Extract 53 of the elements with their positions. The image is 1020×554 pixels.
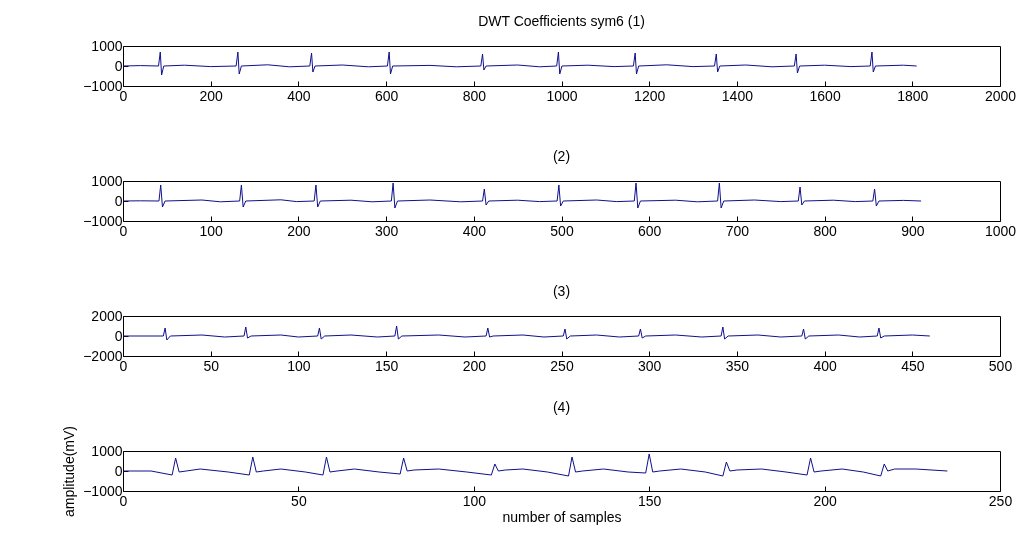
x-tick-label: 200 [462, 357, 487, 374]
x-tick-label: 700 [725, 222, 750, 239]
x-tick-label: 50 [203, 357, 220, 374]
x-tick-label: 400 [813, 357, 837, 374]
x-tick-label: 500 [988, 357, 1013, 374]
x-tick-label: 200 [199, 87, 224, 104]
x-tick-label: 100 [287, 357, 311, 374]
x-tick-label: 150 [638, 492, 662, 509]
y-tick-label: 1000 [91, 37, 123, 54]
line-series [122, 325, 931, 341]
x-tick-label: 800 [813, 222, 837, 239]
chart-title: (2) [552, 148, 571, 164]
x-tick-label: 2000 [984, 87, 1017, 104]
y-tick-label: 2000 [91, 307, 123, 324]
y-tick-label: 0 [114, 327, 123, 344]
y-tick-label: 0 [114, 462, 123, 479]
line-series [122, 51, 918, 76]
x-tick-label: 300 [638, 357, 662, 374]
x-tick-label: 1800 [897, 87, 929, 104]
x-tick-label: 200 [813, 492, 837, 509]
x-tick-label: 400 [287, 87, 311, 104]
line-series [122, 453, 948, 477]
x-tick-label: 1000 [546, 87, 578, 104]
x-tick-label: 250 [988, 492, 1013, 509]
x-tick-label: 300 [374, 222, 399, 239]
x-tick-label: 1600 [809, 87, 841, 104]
x-tick-label: 1400 [721, 87, 754, 104]
x-tick-label: 150 [374, 357, 399, 374]
x-tick-label: 250 [550, 357, 574, 374]
line-series [122, 182, 922, 209]
x-tick-label: 200 [287, 222, 311, 239]
x-tick-label: 50 [291, 492, 307, 509]
x-tick-label: 1000 [984, 222, 1017, 239]
x-tick-label: 400 [462, 222, 487, 239]
y-tick-label: 0 [114, 57, 123, 74]
y-tick-label: 1000 [91, 172, 123, 189]
x-tick-label: 900 [901, 222, 925, 239]
y-tick-label: 0 [114, 192, 123, 209]
chart-title: (4) [552, 399, 571, 416]
x-tick-label: 100 [462, 492, 487, 509]
x-tick-label: 800 [462, 87, 487, 104]
chart-title: (3) [552, 283, 571, 299]
x-tick-label: 1200 [634, 87, 666, 104]
x-tick-label: 600 [638, 222, 662, 239]
x-axis-title: number of samples [502, 508, 622, 525]
x-tick-label: 500 [550, 222, 574, 239]
y-axis-title: amplitude(mV) [61, 425, 78, 518]
x-tick-label: 350 [725, 357, 750, 374]
x-tick-label: 450 [901, 357, 925, 374]
x-tick-label: 600 [374, 87, 399, 104]
x-tick-label: 100 [199, 222, 224, 239]
y-tick-label: 1000 [91, 442, 123, 459]
chart-title: DWT Coefficients sym6 (1) [478, 13, 645, 29]
